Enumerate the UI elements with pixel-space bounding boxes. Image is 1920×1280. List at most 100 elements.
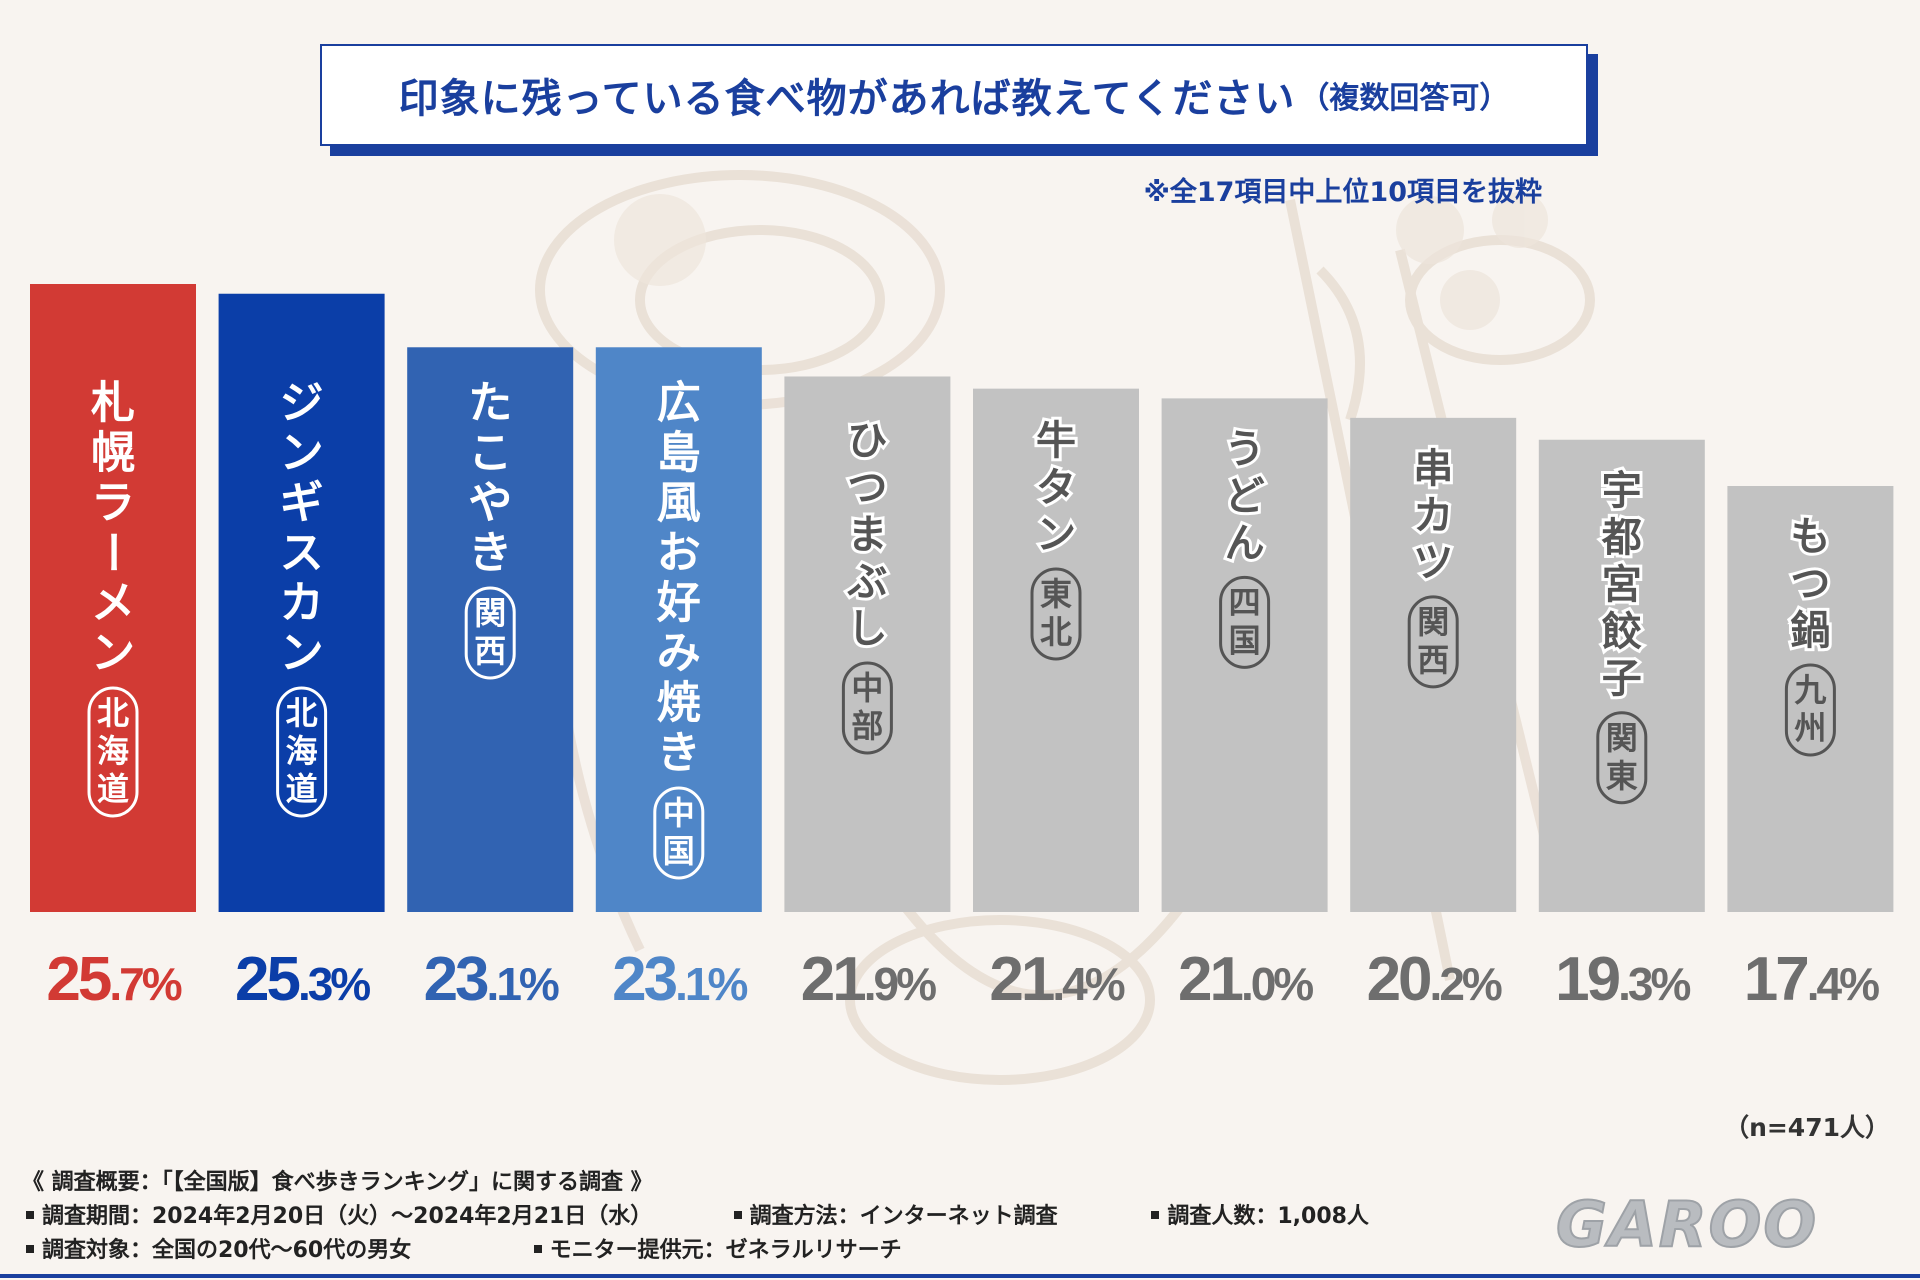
svg-text:中: 中 bbox=[851, 669, 883, 707]
svg-text:お: お bbox=[657, 527, 701, 578]
survey-heading: 《 調査概要：「【全国版】食べ歩きランキング」に関する調査 》 bbox=[22, 1170, 653, 1195]
svg-text:中: 中 bbox=[663, 794, 695, 832]
svg-text:九: 九 bbox=[1794, 671, 1826, 709]
bar bbox=[1350, 417, 1517, 912]
svg-text:海: 海 bbox=[97, 732, 129, 770]
svg-text:西: 西 bbox=[1417, 641, 1449, 679]
svg-text:ン: ン bbox=[91, 627, 135, 678]
svg-text:ギ: ギ bbox=[280, 477, 324, 528]
svg-text:メ: メ bbox=[91, 577, 135, 628]
bullet-icon bbox=[26, 1245, 34, 1253]
svg-text:ン: ン bbox=[280, 427, 324, 478]
svg-text:東: 東 bbox=[1040, 575, 1072, 613]
svg-text:き: き bbox=[657, 727, 701, 778]
bar-value-label: 20.2% bbox=[1367, 945, 1502, 1014]
survey-count: 調査人数：1,008人 bbox=[1167, 1204, 1369, 1229]
svg-text:牛: 牛 bbox=[1036, 418, 1076, 464]
chart-note: ※全17項目中上位10項目を抜粋 bbox=[1143, 177, 1542, 208]
svg-text:宮: 宮 bbox=[1602, 562, 1642, 608]
survey-provider: モニター提供元：ゼネラルリサーチ bbox=[549, 1238, 902, 1263]
svg-text:た: た bbox=[468, 377, 512, 428]
bar-value-label: 23.1% bbox=[612, 945, 747, 1014]
svg-text:関: 関 bbox=[1417, 603, 1449, 641]
svg-text:風: 風 bbox=[657, 477, 701, 528]
svg-text:ス: ス bbox=[280, 527, 324, 578]
svg-text:カ: カ bbox=[280, 577, 324, 628]
bar-value-label: 17.4% bbox=[1744, 945, 1879, 1014]
svg-text:北: 北 bbox=[1040, 613, 1072, 651]
bullet-icon bbox=[533, 1245, 542, 1253]
svg-text:タ: タ bbox=[1036, 465, 1076, 511]
svg-text:広: 広 bbox=[657, 377, 701, 428]
svg-text:ン: ン bbox=[280, 627, 324, 678]
svg-text:餃: 餃 bbox=[1602, 609, 1642, 655]
chart-title: 印象に残っている食べ物があれば教えてください bbox=[398, 76, 1296, 122]
svg-text:ん: ん bbox=[1225, 520, 1265, 566]
svg-text:島: 島 bbox=[657, 427, 701, 478]
bar-value-label: 25.3% bbox=[235, 945, 370, 1014]
chart-title-box: 印象に残っている食べ物があれば教えてください （複数回答可） bbox=[320, 44, 1588, 146]
svg-text:国: 国 bbox=[1229, 622, 1261, 660]
bar bbox=[407, 347, 574, 912]
svg-text:鍋: 鍋 bbox=[1790, 608, 1830, 654]
svg-text:ま: ま bbox=[847, 512, 887, 558]
survey-method: 調査方法：インターネット調査 bbox=[749, 1204, 1058, 1229]
svg-text:子: 子 bbox=[1602, 656, 1642, 702]
bar-value-label: 19.3% bbox=[1555, 945, 1690, 1014]
garoo-logo: GAROO bbox=[1555, 1187, 1819, 1262]
svg-text:幌: 幌 bbox=[91, 427, 135, 478]
svg-text:し: し bbox=[847, 606, 887, 652]
svg-text:札: 札 bbox=[91, 377, 135, 428]
svg-text:ぶ: ぶ bbox=[846, 559, 887, 605]
svg-text:宇: 宇 bbox=[1602, 468, 1642, 514]
svg-text:北: 北 bbox=[286, 694, 318, 732]
svg-text:関: 関 bbox=[474, 594, 506, 632]
bar bbox=[1161, 398, 1328, 913]
svg-text:カ: カ bbox=[1413, 493, 1453, 539]
bar-value-label: 21.4% bbox=[989, 945, 1124, 1014]
svg-text:ツ: ツ bbox=[1413, 540, 1453, 586]
svg-text:ラ: ラ bbox=[91, 477, 135, 528]
bar-value-label: 21.0% bbox=[1178, 945, 1313, 1014]
svg-text:ー: ー bbox=[87, 530, 138, 574]
svg-text:都: 都 bbox=[1601, 515, 1642, 561]
survey-overview: 《 調査概要：「【全国版】食べ歩きランキング」に関する調査 》 調査期間：202… bbox=[22, 1166, 1369, 1268]
svg-text:好: 好 bbox=[656, 577, 701, 628]
bullet-icon bbox=[26, 1211, 34, 1219]
svg-text:東: 東 bbox=[1606, 757, 1638, 795]
bar-chart: 札幌ラーメン北海道25.7%ジンギスカン北海道25.3%たこやき関西23.1%広… bbox=[30, 284, 1894, 1014]
survey-period: 調査期間：2024年2月20日（火）～2024年2月21日（水） bbox=[42, 1204, 653, 1229]
survey-target: 調査対象：全国の20代～60代の男女 bbox=[42, 1238, 412, 1263]
bar bbox=[595, 347, 762, 912]
svg-text:道: 道 bbox=[286, 770, 318, 808]
svg-text:西: 西 bbox=[474, 632, 506, 670]
svg-text:四: 四 bbox=[1229, 584, 1261, 622]
svg-text:国: 国 bbox=[663, 832, 695, 870]
bar bbox=[1538, 439, 1705, 912]
svg-text:関: 関 bbox=[1606, 719, 1638, 757]
svg-text:ジ: ジ bbox=[280, 377, 324, 428]
svg-text:も: も bbox=[1790, 514, 1830, 560]
svg-text:や: や bbox=[468, 477, 512, 528]
bar bbox=[973, 388, 1139, 912]
svg-text:海: 海 bbox=[286, 732, 318, 770]
bar bbox=[30, 284, 196, 912]
bar bbox=[1727, 486, 1894, 912]
chart-title-suffix: （複数回答可） bbox=[1299, 81, 1510, 116]
bottom-rule bbox=[0, 1274, 1920, 1278]
svg-text:み: み bbox=[657, 627, 701, 678]
svg-text:州: 州 bbox=[1794, 709, 1826, 747]
svg-text:道: 道 bbox=[97, 770, 129, 808]
sample-size-label: （n=471人） bbox=[1724, 1113, 1890, 1142]
bar bbox=[784, 376, 951, 912]
